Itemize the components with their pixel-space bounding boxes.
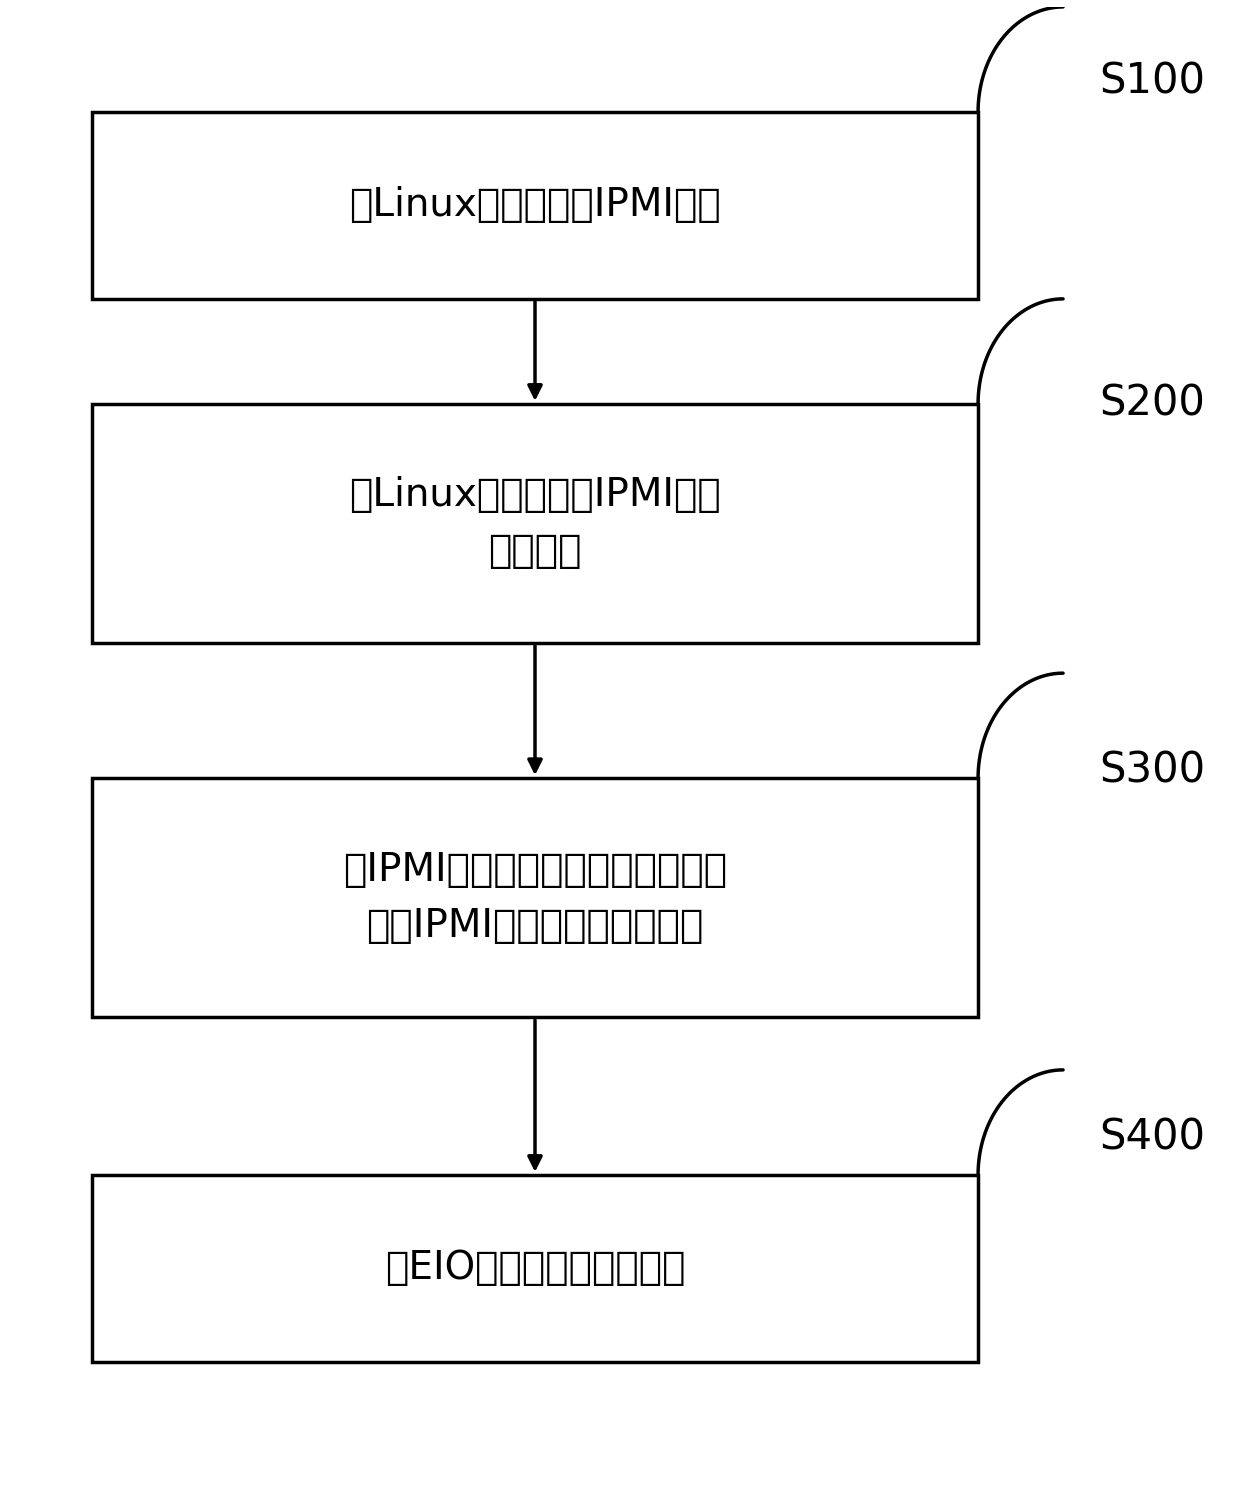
Text: S400: S400 (1099, 1117, 1206, 1159)
FancyBboxPatch shape (92, 112, 978, 299)
Text: S100: S100 (1099, 60, 1206, 103)
Text: 在Linux系统中加载IPMI设备
驱动脚本: 在Linux系统中加载IPMI设备 驱动脚本 (349, 476, 721, 571)
FancyBboxPatch shape (92, 403, 978, 644)
FancyBboxPatch shape (92, 778, 978, 1017)
Text: S200: S200 (1099, 382, 1206, 425)
Text: 在Linux系统中开启IPMI服务: 在Linux系统中开启IPMI服务 (349, 186, 721, 224)
Text: 对IPMI设备驱动脚本增加权限，使
所述IPMI设备驱动脚本可编辑: 对IPMI设备驱动脚本增加权限，使 所述IPMI设备驱动脚本可编辑 (343, 851, 727, 944)
Text: 对EIO板卡进行热插拔操作: 对EIO板卡进行热插拔操作 (385, 1250, 686, 1287)
FancyBboxPatch shape (92, 1174, 978, 1361)
Text: S300: S300 (1099, 749, 1206, 792)
